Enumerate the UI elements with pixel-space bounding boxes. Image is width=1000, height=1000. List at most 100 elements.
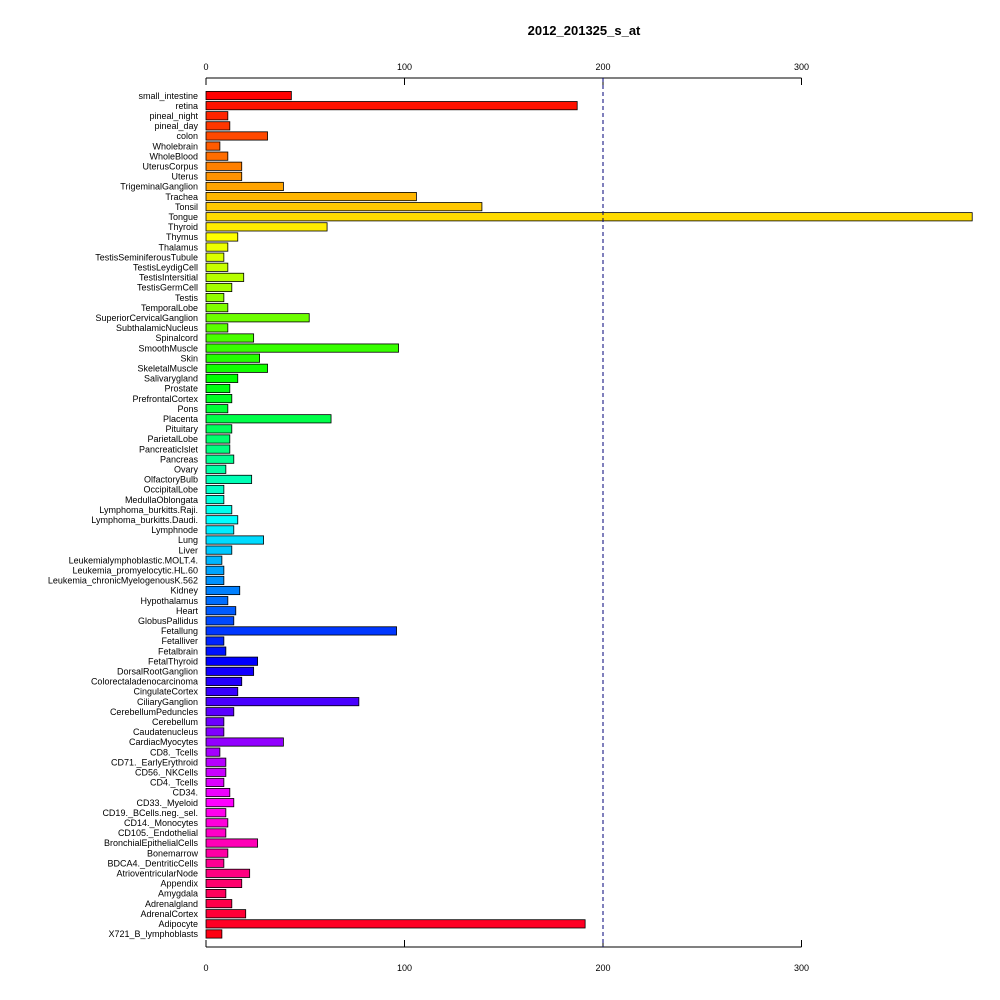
bar — [205, 878, 243, 888]
bottom-axis: 0 100 200 300 — [203, 940, 809, 973]
bar — [205, 282, 233, 293]
category-label: Placenta — [163, 414, 198, 424]
bar — [205, 343, 399, 353]
bar — [205, 363, 268, 373]
category-label: TestisIntersitial — [139, 273, 198, 283]
bar — [205, 262, 229, 272]
bar — [205, 596, 229, 606]
bar — [205, 505, 233, 515]
bar — [205, 212, 973, 222]
tick-label: 200 — [595, 963, 610, 973]
bar — [205, 676, 243, 686]
category-label: Leukemialymphoblastic.MOLT.4. — [69, 555, 198, 565]
category-label: Uterus — [171, 172, 198, 182]
category-label: CD8._Tcells — [150, 747, 199, 757]
bar — [205, 606, 237, 616]
category-label: Lymphoma_burkitts.Raji. — [99, 505, 198, 515]
tick-label: 100 — [397, 963, 412, 973]
bar — [205, 889, 227, 899]
category-label: ParietalLobe — [147, 434, 198, 444]
tick-label: 200 — [595, 62, 610, 72]
bar — [205, 515, 239, 525]
tick-label: 100 — [397, 62, 412, 72]
category-label: Thyroid — [168, 222, 198, 232]
category-label: SuperiorCervicalGanglion — [95, 313, 198, 323]
category-label: Salivarygland — [144, 374, 198, 384]
category-label: Cerebellum — [152, 717, 198, 727]
category-label: PancreaticIslet — [139, 444, 199, 454]
category-label: MedullaOblongata — [125, 495, 198, 505]
bar — [205, 111, 229, 121]
category-label: Lymphnode — [151, 525, 198, 535]
category-label: GlobusPallidus — [138, 616, 199, 626]
category-label: Trachea — [165, 192, 198, 202]
category-label: pineal_day — [154, 121, 198, 131]
bar — [205, 585, 241, 596]
category-label: CD71._EarlyErythroid — [111, 757, 198, 767]
bar — [205, 424, 233, 434]
bar — [205, 313, 310, 323]
top-axis: 0 100 200 300 — [203, 62, 809, 85]
category-label: Adrenalgland — [145, 899, 198, 909]
category-label: Leukemia_promyelocytic.HL.60 — [72, 566, 198, 576]
bar — [205, 626, 397, 636]
tick-label: 0 — [203, 62, 208, 72]
bar — [205, 495, 225, 505]
tick-label: 300 — [794, 963, 809, 973]
bar — [205, 777, 225, 787]
bar — [205, 767, 227, 777]
category-label: BronchialEpithelialCells — [104, 838, 199, 848]
category-label: BDCA4._DentriticCells — [107, 858, 198, 868]
bar — [205, 525, 235, 535]
category-label: CD56._NKCells — [135, 768, 199, 778]
category-label: Lymphoma_burkitts.Daudi. — [91, 515, 198, 525]
bar — [205, 808, 227, 818]
category-label: Tonsil — [175, 202, 198, 212]
bar — [205, 848, 229, 858]
category-label: Appendix — [160, 879, 198, 889]
category-label: CardiacMyocytes — [129, 737, 199, 747]
bar — [205, 151, 229, 161]
bar — [205, 545, 233, 555]
bar — [205, 757, 227, 767]
bar — [205, 868, 251, 878]
bar — [205, 484, 225, 495]
category-label: AdrenalCortex — [140, 909, 198, 919]
bar — [205, 787, 231, 798]
bar — [205, 252, 225, 262]
category-label: Hypothalamus — [140, 596, 198, 606]
category-label: AtrioventricularNode — [116, 869, 198, 879]
bar — [205, 575, 225, 585]
bar — [205, 717, 225, 727]
bar — [205, 293, 225, 303]
category-label: WholeBlood — [149, 151, 198, 161]
category-label: TestisSeminiferousTubule — [95, 252, 198, 262]
bar — [205, 747, 221, 757]
category-label: Tongue — [168, 212, 198, 222]
category-label: Heart — [176, 606, 199, 616]
bar — [205, 656, 259, 666]
bar — [205, 404, 229, 414]
bars-group — [205, 91, 973, 939]
category-label: Fetalbrain — [158, 646, 198, 656]
bar — [205, 474, 253, 484]
bar — [205, 272, 245, 282]
bar — [205, 828, 227, 838]
bar — [205, 798, 235, 808]
bar — [205, 232, 239, 242]
category-label: X721_B_lymphoblasts — [108, 929, 198, 939]
bar — [205, 697, 360, 707]
category-label: CD33._Myeloid — [136, 798, 198, 808]
category-label: CD34. — [172, 788, 198, 798]
bar — [205, 222, 328, 232]
bar — [205, 161, 243, 171]
bar — [205, 131, 268, 141]
bar — [205, 686, 239, 697]
category-label: pineal_night — [149, 111, 198, 121]
bar — [205, 899, 233, 909]
bar — [205, 555, 223, 565]
bar — [205, 565, 225, 575]
bar — [205, 838, 259, 848]
bar — [205, 707, 235, 717]
category-label: Amygdala — [158, 889, 198, 899]
